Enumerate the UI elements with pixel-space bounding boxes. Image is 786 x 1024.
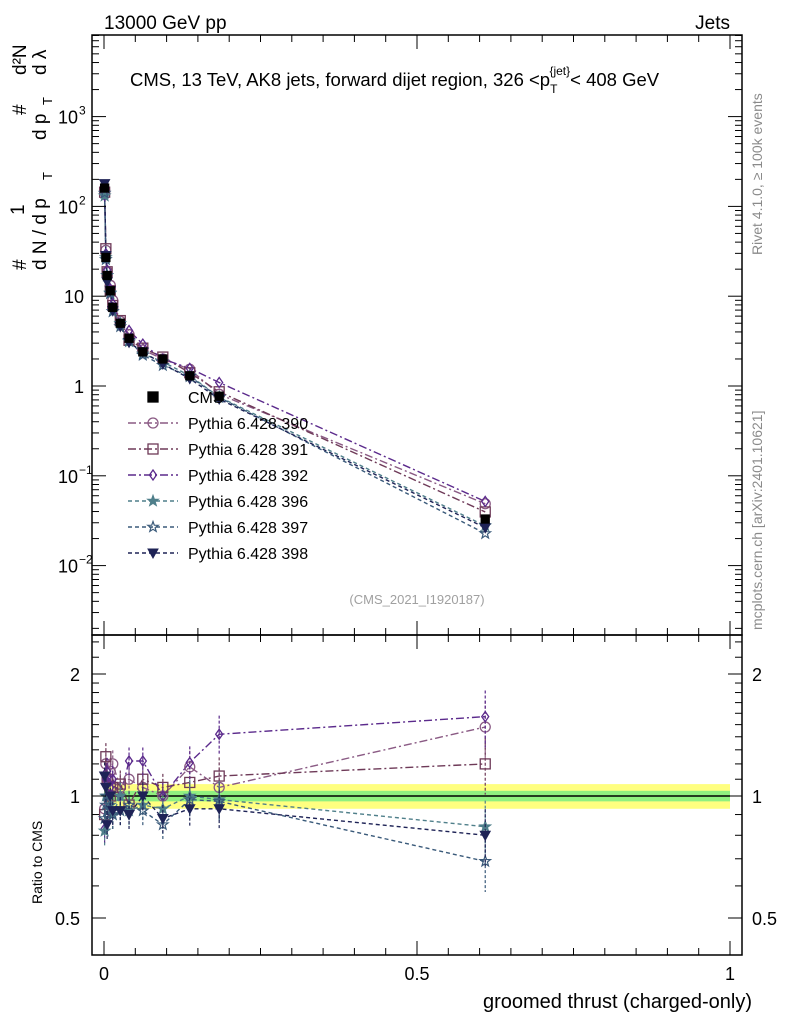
ratio-point-392 [108, 773, 118, 786]
chart-title: CMS, 13 TeV, AK8 jets, forward dijet reg… [130, 64, 660, 96]
ratio-y-tick-label-right: 1 [752, 787, 762, 807]
legend-label-392: Pythia 6.428 392 [188, 468, 308, 485]
cms-data-point [158, 354, 168, 364]
ratio-y-tick-label-right: 2 [752, 665, 762, 685]
y-tick-label: 10 [64, 287, 84, 307]
ratio-point-390 [107, 758, 119, 770]
y-tick-label: 10 [58, 197, 78, 217]
ratio-point-392 [185, 756, 195, 769]
ratio-y-tick-label: 2 [70, 665, 80, 685]
x-axis-label: groomed thrust (charged-only) [483, 991, 752, 1013]
data-point-392 [214, 376, 224, 389]
ratio-y-tick-label-right: 0.5 [752, 909, 777, 929]
cms-data-point [480, 514, 490, 524]
header-left: 13000 GeV pp [104, 13, 227, 34]
data-point-397 [478, 526, 493, 540]
ratio-point-391 [479, 758, 491, 770]
ratio-point-398 [123, 810, 135, 821]
y-tick-label: 1 [74, 377, 84, 397]
cms-data-point [101, 252, 111, 263]
ratio-point-398 [479, 830, 492, 842]
svg-text:d²N: d²N [10, 44, 31, 75]
cms-data-point [105, 286, 115, 296]
y-tick-label: 10 [58, 108, 78, 128]
ratio-point-398 [114, 806, 127, 817]
legend-marker-396 [146, 493, 160, 507]
ratio-point-397 [105, 807, 120, 821]
cms-data-point [108, 302, 118, 313]
ratio-y-tick-label: 0.5 [55, 909, 80, 929]
ratio-point-398 [101, 820, 113, 831]
ratio-point-392 [480, 710, 490, 723]
legend-marker-391 [147, 443, 159, 455]
data-point-390 [479, 498, 491, 510]
ratio-point-398 [100, 782, 112, 794]
y-tick-label: 10 [58, 557, 78, 577]
ratio-point-397 [212, 794, 227, 808]
cms-data-point [124, 333, 134, 343]
legend-marker-cms [147, 391, 159, 403]
y-axis-label: # 1 d N / d p T # d²N d p T d λ [8, 44, 55, 270]
svg-text:1: 1 [8, 204, 29, 215]
ratio-point-391 [100, 751, 112, 763]
cms-data-point [99, 183, 110, 193]
x-tick-label: 1 [725, 964, 735, 984]
ratio-point-398 [156, 813, 169, 825]
x-tick-label: 0 [99, 964, 109, 984]
y-tick-exponent: −2 [79, 553, 93, 567]
legend-label-390: Pythia 6.428 390 [188, 416, 308, 433]
analysis-tag: (CMS_2021_I1920187) [349, 592, 484, 607]
ratio-point-398 [183, 804, 196, 815]
legend-label-398: Pythia 6.428 398 [188, 546, 308, 563]
legend-label-397: Pythia 6.428 397 [188, 520, 308, 537]
ratio-y-label: Ratio to CMS [29, 821, 45, 904]
cms-data-point [214, 391, 224, 401]
svg-text:d N / d p: d N / d p [30, 198, 51, 270]
legend-label-396: Pythia 6.428 396 [188, 494, 308, 511]
svg-text:#: # [10, 259, 31, 270]
ratio-point-398 [104, 791, 117, 803]
svg-text:d p: d p [30, 114, 51, 140]
ratio-point-392 [214, 728, 224, 741]
legend-label-391: Pythia 6.428 391 [188, 442, 308, 459]
legend-marker-398 [147, 548, 159, 560]
ratio-point-398 [106, 806, 119, 817]
legend-marker-397 [146, 519, 160, 533]
cms-data-point [115, 318, 125, 328]
ratio-point-397 [135, 803, 150, 817]
y-tick-exponent: −1 [79, 463, 93, 477]
ratio-point-397 [182, 792, 197, 806]
svg-text:#: # [10, 104, 31, 115]
mcplots-label: mcplots.cern.ch [arXiv:2401.10621] [749, 411, 765, 630]
header-right: Jets [695, 13, 730, 34]
data-point-392 [480, 495, 490, 508]
legend-marker-392 [148, 468, 158, 482]
ratio-point-398 [98, 771, 111, 783]
svg-text:d λ: d λ [30, 49, 51, 75]
ratio-point-391 [157, 781, 169, 794]
ratio-y-tick-label: 1 [70, 787, 80, 807]
ratio-point-398 [213, 804, 226, 815]
main-plot-frame [91, 34, 743, 636]
y-tick-exponent: 2 [79, 193, 86, 207]
svg-text:T: T [40, 172, 55, 180]
rivet-label: Rivet 4.1.0, ≥ 100k events [749, 93, 765, 255]
cms-data-point [138, 347, 148, 357]
legend-label-cms: CMS [188, 390, 224, 407]
legend-marker-390 [147, 417, 159, 429]
data-point-398 [479, 523, 492, 534]
ratio-point-392 [124, 754, 134, 768]
x-tick-label: 0.5 [404, 964, 429, 984]
y-tick-label: 10 [58, 467, 78, 487]
ratio-point-397 [478, 854, 493, 868]
y-tick-exponent: 3 [79, 104, 86, 118]
ratio-point-392 [138, 754, 148, 768]
cms-data-point [102, 270, 112, 281]
ratio-point-398 [136, 791, 149, 803]
svg-text:T: T [40, 97, 55, 105]
cms-data-point [185, 371, 195, 381]
